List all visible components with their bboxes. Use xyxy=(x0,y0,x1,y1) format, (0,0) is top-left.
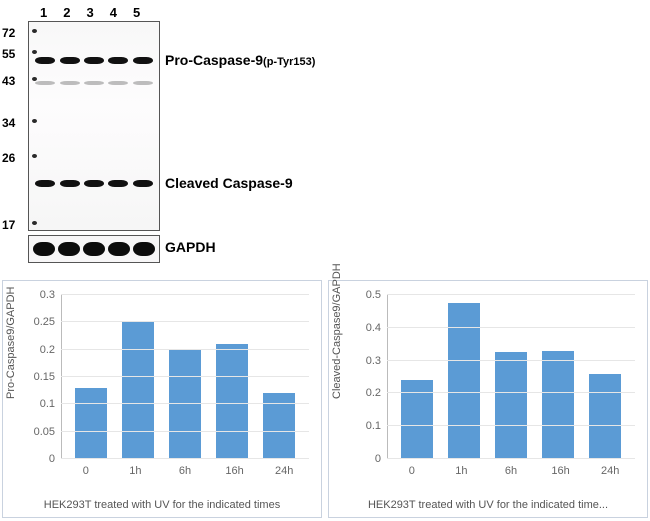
bar xyxy=(75,388,107,459)
x-tick-label: 1h xyxy=(129,459,141,477)
x-tick-label: 6h xyxy=(505,459,517,477)
bars xyxy=(61,295,309,459)
y-tick-label: 0.25 xyxy=(34,316,61,328)
lane-label: 1 xyxy=(40,5,47,20)
mw-marker: 43 xyxy=(2,74,15,88)
bars xyxy=(387,295,635,459)
pro-caspase9-subtext: (p-Tyr153) xyxy=(263,56,315,68)
y-tick-label: 0.2 xyxy=(40,344,61,356)
pro-caspase9-bands xyxy=(29,57,159,64)
x-tick-label: 16h xyxy=(551,459,569,477)
y-tick-label: 0.2 xyxy=(366,387,387,399)
y-tick-label: 0.1 xyxy=(366,420,387,432)
mw-marker: 34 xyxy=(2,116,15,130)
lane-label: 3 xyxy=(86,5,93,20)
gapdh-membrane xyxy=(28,235,160,263)
y-tick-label: 0.15 xyxy=(34,371,61,383)
faint-bands xyxy=(29,81,159,85)
charts-row: Pro-Caspase9/GAPDH 00.050.10.150.20.250.… xyxy=(2,280,648,518)
ladder-marks xyxy=(31,22,39,230)
x-axis-title: HEK293T treated with UV for the indicate… xyxy=(345,499,631,511)
lane-labels: 1 2 3 4 5 xyxy=(40,5,140,20)
bar xyxy=(542,351,574,459)
cleaved-caspase9-bands xyxy=(29,180,159,187)
x-tick-label: 24h xyxy=(601,459,619,477)
cleaved-caspase9-label: Cleaved Caspase-9 xyxy=(165,175,293,191)
y-tick-label: 0.4 xyxy=(366,322,387,334)
x-tick-label: 0 xyxy=(409,459,415,477)
x-tick-label: 16h xyxy=(225,459,243,477)
x-tick-label: 6h xyxy=(179,459,191,477)
x-tick-label: 24h xyxy=(275,459,293,477)
x-tick-label: 0 xyxy=(83,459,89,477)
mw-marker: 17 xyxy=(2,218,15,232)
cleaved-caspase9-chart: Cleaved-Caspase9/GAPDH 00.10.20.30.40.50… xyxy=(328,280,648,518)
mw-marker: 26 xyxy=(2,151,15,165)
pro-caspase9-chart: Pro-Caspase9/GAPDH 00.050.10.150.20.250.… xyxy=(2,280,322,518)
y-tick-label: 0 xyxy=(49,453,61,465)
gapdh-label: GAPDH xyxy=(165,239,216,255)
lane-label: 2 xyxy=(63,5,70,20)
y-tick-label: 0 xyxy=(375,453,387,465)
y-axis-title: Pro-Caspase9/GAPDH xyxy=(5,287,17,400)
mw-marker: 55 xyxy=(2,47,15,61)
bar xyxy=(122,322,154,459)
plot-area: 00.10.20.30.40.501h6h16h24h xyxy=(387,295,635,459)
bar xyxy=(589,374,621,459)
x-tick-label: 1h xyxy=(455,459,467,477)
y-axis-title: Cleaved-Caspase9/GAPDH xyxy=(331,263,343,399)
bar xyxy=(216,344,248,459)
y-tick-label: 0.1 xyxy=(40,398,61,410)
pro-caspase9-text: Pro-Caspase-9 xyxy=(165,52,263,68)
y-tick-label: 0.3 xyxy=(366,355,387,367)
western-blot-panel: 1 2 3 4 5 725543342617 Pro-Caspase-9(p-T… xyxy=(0,5,335,275)
x-axis-title: HEK293T treated with UV for the indicate… xyxy=(19,499,305,511)
lane-label: 4 xyxy=(110,5,117,20)
plot-area: 00.050.10.150.20.250.301h6h16h24h xyxy=(61,295,309,459)
blot-membrane xyxy=(28,21,160,231)
cleaved-caspase9-text: Cleaved Caspase-9 xyxy=(165,175,293,191)
lane-label: 5 xyxy=(133,5,140,20)
pro-caspase9-label: Pro-Caspase-9(p-Tyr153) xyxy=(165,52,315,68)
mw-marker: 72 xyxy=(2,26,15,40)
y-tick-label: 0.5 xyxy=(366,289,387,301)
y-tick-label: 0.05 xyxy=(34,426,61,438)
bar xyxy=(495,352,527,459)
y-tick-label: 0.3 xyxy=(40,289,61,301)
gapdh-bands xyxy=(29,242,159,256)
